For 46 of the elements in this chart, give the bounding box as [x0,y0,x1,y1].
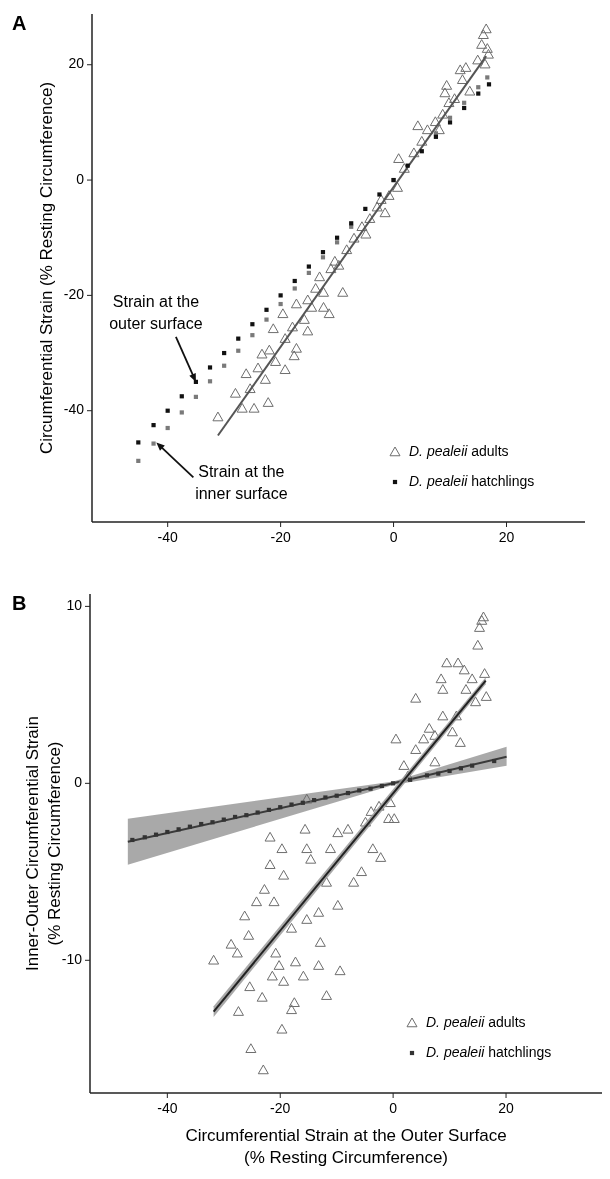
y-tick-label: 20 [68,55,85,72]
point [447,120,453,125]
annotation: Strain at the outer surface [109,292,203,332]
x-tick-label: -40 [157,1100,178,1116]
point [255,810,260,815]
legend-label: D. pealeii hatchlings [426,1043,552,1060]
point [264,317,269,322]
point [357,788,362,793]
y-tick-label: -10 [61,950,83,967]
x-tick-label: 20 [498,529,515,545]
point [485,75,490,80]
chart-title: A [12,12,27,34]
point [151,423,156,428]
point [306,264,311,269]
point [368,786,373,791]
x-tick-label: 20 [498,1100,515,1116]
legend-label: D. pealeii adults [409,442,509,459]
x-tick-label: 0 [389,1100,398,1116]
legend-label: D. pealeii hatchlings [409,472,535,489]
x-axis-title: Circumferential Strain at the Outer Surface (% Resting Circumference) [185,1126,507,1167]
point [447,768,452,774]
point [210,820,215,825]
point [323,795,328,800]
y-tick-label: -20 [63,286,85,303]
x-tick-label: -20 [270,1100,291,1116]
point [289,802,294,807]
point [264,307,269,312]
annotation: Strain at the inner surface [195,463,288,503]
x-tick-label: 0 [389,529,398,545]
x-tick-label: -20 [270,529,291,545]
point [136,440,141,445]
chart-title: B [12,592,27,614]
point [179,410,184,415]
y-axis-title: Inner-Outer Circumferential Strain (% Resting Circumference) [23,715,64,972]
y-tick-label: 10 [66,597,83,614]
x-tick-label: -40 [157,529,178,545]
point [151,441,156,446]
y-tick-label: 0 [76,170,85,187]
point [377,192,382,197]
y-tick-label: 0 [74,774,83,791]
y-tick-label: -40 [63,401,85,418]
y-axis-title: Circumferential Strain (% Resting Circumference) [37,81,56,455]
point [292,286,297,291]
legend-label: D. pealeii adults [426,1013,526,1030]
point [207,365,213,370]
point [476,91,481,96]
